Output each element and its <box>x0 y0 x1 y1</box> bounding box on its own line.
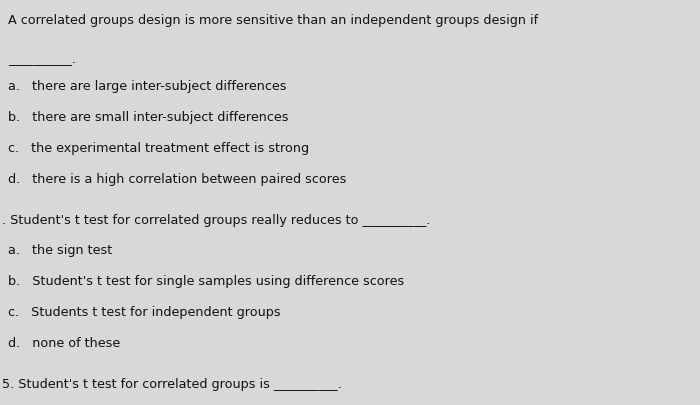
Text: c.   Students t test for independent groups: c. Students t test for independent group… <box>8 305 281 318</box>
Text: d.   none of these: d. none of these <box>8 336 120 349</box>
Text: __________.: __________. <box>8 53 76 66</box>
Text: a.   there are large inter-subject differences: a. there are large inter-subject differe… <box>8 80 287 93</box>
Text: c.   the experimental treatment effect is strong: c. the experimental treatment effect is … <box>8 141 309 154</box>
Text: 5. Student's t test for correlated groups is __________.: 5. Student's t test for correlated group… <box>2 377 342 390</box>
Text: d.   there is a high correlation between paired scores: d. there is a high correlation between p… <box>8 172 346 185</box>
Text: b.   there are small inter-subject differences: b. there are small inter-subject differe… <box>8 111 289 124</box>
Text: A correlated groups design is more sensitive than an independent groups design i: A correlated groups design is more sensi… <box>8 14 538 27</box>
Text: . Student's t test for correlated groups really reduces to __________.: . Student's t test for correlated groups… <box>2 213 430 226</box>
Text: a.   the sign test: a. the sign test <box>8 244 113 257</box>
Text: b.   Student's t test for single samples using difference scores: b. Student's t test for single samples u… <box>8 275 405 288</box>
